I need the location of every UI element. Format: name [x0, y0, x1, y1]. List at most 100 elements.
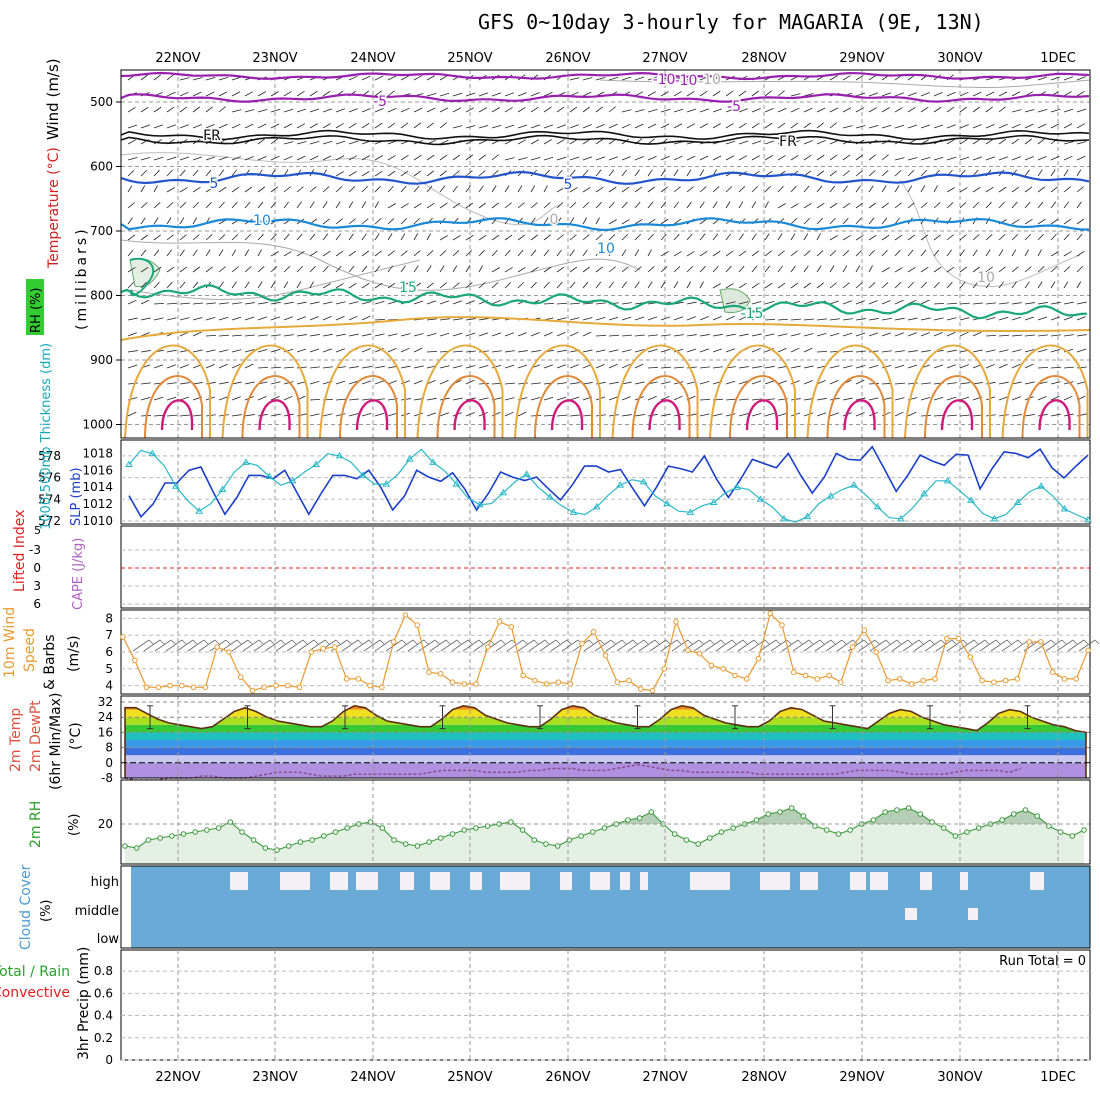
surface-wind-barb: [918, 639, 924, 645]
wind-barb: [751, 108, 761, 113]
wind-barb: [400, 107, 410, 113]
thickness-marker: [195, 507, 204, 514]
wind-barb: [257, 138, 265, 145]
rh-marker: [344, 825, 351, 831]
wind-barb: [1037, 316, 1048, 321]
surface-wind-barb: [269, 639, 275, 645]
wind-barb: [920, 106, 929, 113]
wind-barb: [712, 90, 721, 97]
wind-barb: [192, 201, 200, 209]
wind-barb: [309, 108, 320, 113]
wind-barb: [595, 249, 601, 257]
rh-marker: [473, 825, 479, 831]
wind-barb: [517, 124, 528, 129]
wind-barb: [205, 266, 213, 273]
thickness-marker: [546, 493, 554, 500]
wind-barb: [361, 108, 371, 113]
wind-barb: [725, 380, 736, 385]
wind-barb: [647, 413, 658, 417]
wind-speed-marker: [261, 684, 268, 691]
wind-barb: [608, 363, 618, 369]
temp-band: [125, 762, 1086, 778]
wind-barb: [556, 124, 566, 129]
isotherm-label: -10: [675, 73, 698, 89]
wind-barb: [569, 138, 578, 145]
wind-barb: [556, 187, 565, 193]
isotherm-freezing: [120, 129, 1090, 141]
wind-barb: [361, 265, 368, 273]
wind-barb: [998, 266, 1006, 273]
wind-barb: [1037, 249, 1042, 257]
wind-barb: [1050, 366, 1061, 369]
wind-speed-marker: [1026, 639, 1032, 645]
wind-barb: [660, 91, 669, 97]
ylabel-wind10: & Barbs: [42, 635, 58, 691]
wind-barb: [309, 281, 314, 289]
wind-barb: [842, 235, 851, 241]
wind-barb: [257, 201, 264, 209]
hot-contour: [160, 399, 194, 431]
wind-barb: [1063, 201, 1070, 209]
wind-barb: [348, 155, 358, 161]
wind-barb: [504, 92, 514, 97]
surface-wind-barb: [649, 639, 667, 652]
wind-barb: [192, 331, 202, 337]
wind-barb: [322, 333, 333, 337]
surface-wind-barb: [473, 639, 491, 652]
wind-barb: [621, 316, 632, 321]
wind-barb: [751, 301, 762, 305]
surface-wind-barb: [863, 639, 869, 645]
thickness-tick: 578: [38, 449, 61, 463]
wind-barb: [322, 265, 329, 273]
wind-barb: [920, 332, 930, 337]
wind-barb: [452, 300, 462, 305]
wind-barb: [803, 140, 813, 145]
wind-barb: [127, 106, 136, 113]
wind-barb: [530, 139, 539, 145]
wind-barb: [517, 202, 525, 209]
wind-barb: [946, 302, 957, 305]
surface-wind-barb: [610, 639, 616, 645]
wind-barb: [686, 316, 696, 321]
wind-barb: [777, 203, 786, 209]
wind-speed-marker: [155, 684, 162, 691]
wind-barb: [855, 332, 866, 337]
wind-barb: [465, 185, 471, 193]
wind-barb: [1024, 218, 1033, 225]
wind-barb: [322, 201, 328, 209]
wind-barb: [660, 123, 670, 129]
wind-barb: [283, 266, 291, 273]
wind-barb: [361, 218, 369, 225]
wind-barb: [686, 301, 697, 305]
wind-barb: [491, 267, 500, 273]
wind-barb: [413, 365, 424, 369]
wind-barb: [907, 332, 917, 337]
cape-ylabel-group: CAPE (J/kg): [71, 538, 86, 610]
wind-barb: [855, 350, 866, 353]
wind-barb: [790, 140, 800, 145]
wind-barb: [439, 412, 449, 417]
wind-barb: [426, 318, 437, 321]
rh-marker: [707, 835, 713, 841]
wind-barb: [738, 186, 746, 193]
wind-barb: [166, 396, 177, 401]
wind-barb: [920, 124, 931, 129]
wind-barb: [803, 282, 812, 289]
wind-barb: [257, 281, 263, 289]
wind-barb: [595, 156, 606, 161]
wind-barb: [374, 365, 385, 369]
thickness-marker: [452, 480, 461, 487]
wind-speed-marker: [543, 681, 550, 687]
thickness-marker: [335, 451, 344, 459]
wind-barb: [426, 300, 437, 305]
wind-speed-marker: [743, 676, 750, 682]
wind-barb: [972, 234, 980, 241]
wind-barb: [491, 124, 502, 129]
wind-barb: [881, 249, 888, 257]
wind-barb: [231, 234, 239, 241]
wind-barb: [1063, 395, 1073, 401]
wind-barb: [387, 170, 396, 177]
warm-contour: [221, 344, 309, 439]
wind-barb: [608, 349, 619, 353]
wind-barb: [777, 140, 787, 145]
